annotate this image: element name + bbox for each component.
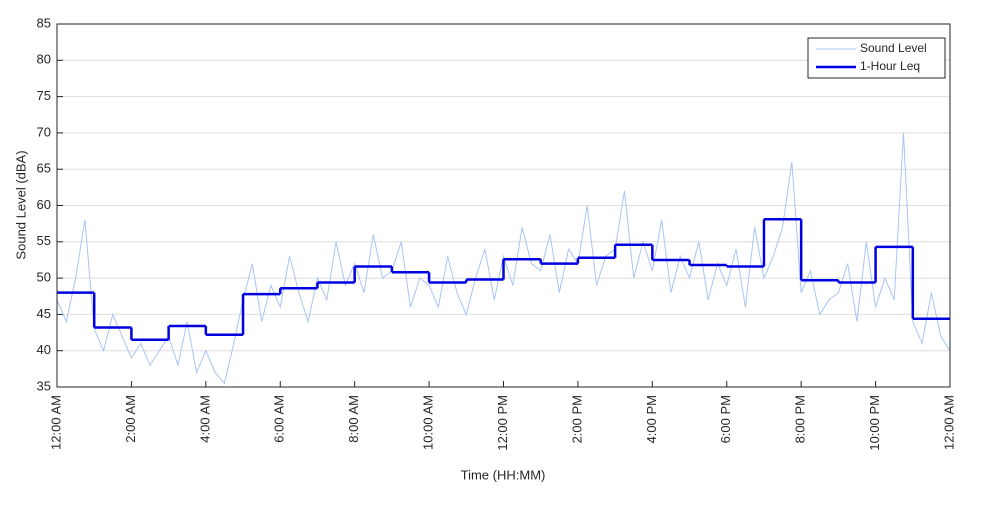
x-axis-label: Time (HH:MM) (461, 467, 546, 482)
plot-frame (56, 23, 951, 388)
x-tick-label: 12:00 PM (495, 395, 510, 451)
y-tick-label: 80 (37, 52, 51, 67)
sound-level-line (56, 132, 951, 385)
y-tick-label: 70 (37, 124, 51, 139)
y-tick-label: 35 (37, 378, 51, 393)
y-tick-label: 65 (37, 161, 51, 176)
x-tick-label: 12:00 AM (941, 395, 956, 450)
x-tick-label: 4:00 AM (197, 395, 212, 443)
y-tick-label: 40 (37, 342, 51, 357)
x-tick-label: 6:00 AM (272, 395, 287, 443)
legend-label: Sound Level (860, 41, 927, 55)
x-tick-label: 10:00 PM (867, 395, 882, 451)
y-tick-label: 75 (37, 88, 51, 103)
y-tick-label: 85 (37, 15, 51, 30)
legend-box (807, 37, 946, 79)
y-tick-label: 55 (37, 233, 51, 248)
y-tick-label: 60 (37, 197, 51, 212)
x-tick-label: 8:00 AM (346, 395, 361, 443)
x-tick-label: 12:00 AM (48, 395, 63, 450)
x-tick-label: 10:00 AM (421, 395, 436, 450)
x-tick-label: 2:00 AM (123, 395, 138, 443)
y-tick-label: 45 (37, 306, 51, 321)
x-tick-label: 2:00 PM (569, 395, 584, 443)
y-axis-label: Sound Level (dBA) (13, 150, 28, 259)
x-tick-label: 6:00 PM (718, 395, 733, 443)
y-tick-label: 50 (37, 270, 51, 285)
x-tick-label: 4:00 PM (644, 395, 659, 443)
legend-label: 1-Hour Leq (860, 59, 920, 73)
x-tick-label: 8:00 PM (793, 395, 808, 443)
